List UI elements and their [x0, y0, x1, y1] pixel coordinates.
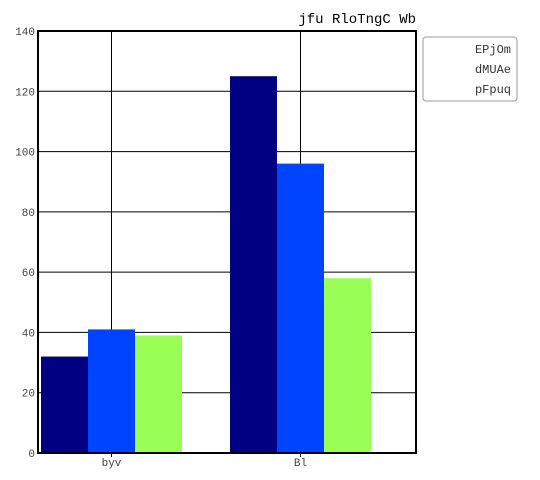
chart-title: jfu RloTngC Wb	[298, 12, 416, 28]
y-tick-label: 140	[15, 27, 35, 39]
bar-pFpuq-Bl	[324, 278, 371, 453]
y-tick-label: 0	[28, 449, 35, 461]
plot-frame	[37, 30, 417, 454]
bar-dMUAe-byv	[88, 329, 135, 453]
legend-item-dMUAe: dMUAe	[475, 63, 511, 77]
x-axis-ticks: byv Bl	[102, 453, 307, 470]
y-tick-label: 100	[15, 148, 35, 160]
y-tick-label: 20	[22, 389, 35, 401]
bars	[41, 76, 371, 453]
legend-item-pFpuq: pFpuq	[475, 83, 511, 97]
y-tick-label: 60	[22, 268, 35, 280]
bar-EPjOm-Bl	[230, 76, 277, 453]
legend-box	[422, 36, 518, 102]
bar-dMUAe-Bl	[277, 163, 324, 453]
bar-pFpuq-byv	[135, 335, 182, 453]
legend: EPjOm dMUAe pFpuq	[422, 36, 518, 102]
y-axis-ticks: 0 20 40 60 80 100 120 140	[15, 27, 35, 461]
y-tick-label: 40	[22, 328, 35, 340]
y-tick-label: 80	[22, 208, 35, 220]
y-tick-label: 120	[15, 87, 35, 99]
x-tick-label: Bl	[294, 458, 307, 470]
x-tick-label: byv	[102, 458, 122, 470]
bar-EPjOm-byv	[41, 356, 88, 453]
legend-item-EPjOm: EPjOm	[475, 43, 511, 57]
